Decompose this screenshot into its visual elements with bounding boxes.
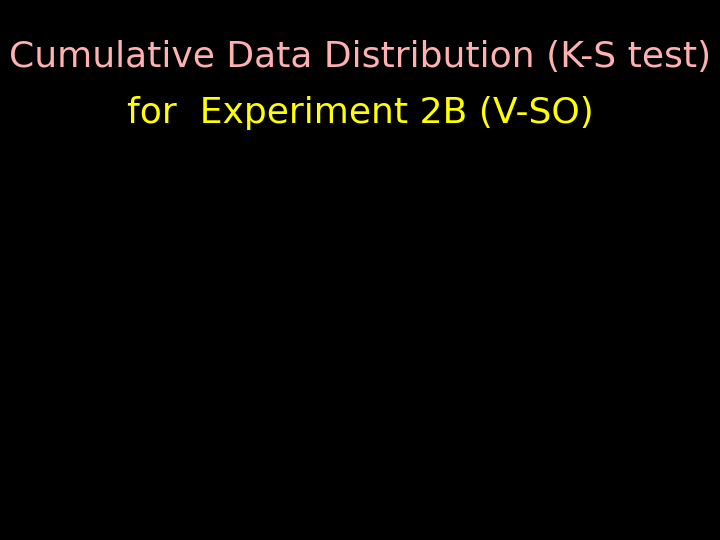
Text: for  Experiment 2B (V-SO): for Experiment 2B (V-SO) <box>127 97 593 130</box>
Text: Cumulative Data Distribution (K-S test): Cumulative Data Distribution (K-S test) <box>9 40 711 73</box>
